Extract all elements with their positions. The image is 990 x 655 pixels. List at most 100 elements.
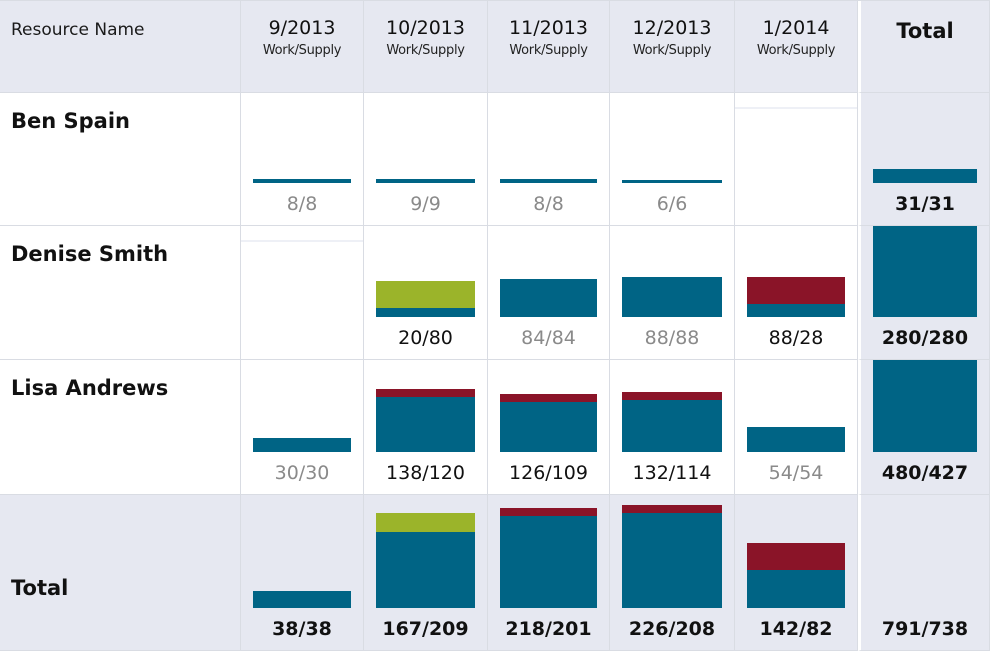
work-supply-value: 132/114 [632,462,712,484]
month-header-5[interactable]: 1/2014 Work/Supply [735,1,858,93]
work-supply-value: 9/9 [410,193,441,215]
allocation-cell[interactable] [735,93,858,226]
work-segment [622,180,722,183]
overallocation-segment [622,392,722,400]
allocation-cell[interactable]: 167/209 [364,495,488,651]
allocation-cell[interactable]: 30/30 [241,360,364,495]
allocation-cell[interactable]: 20/80 [364,226,488,360]
allocation-cell[interactable]: 138/120 [364,360,488,495]
allocation-cell[interactable]: 88/28 [735,226,858,360]
total-value: 280/280 [881,327,969,349]
allocation-cell[interactable]: 9/9 [364,93,488,226]
resource-row-header[interactable]: Lisa Andrews [0,360,241,495]
allocation-cell[interactable]: 142/82 [735,495,858,651]
month-header-1[interactable]: 9/2013 Work/Supply [241,1,364,93]
month-label: 10/2013 [386,17,465,39]
allocation-bar[interactable] [376,281,475,317]
work-supply-value: 54/54 [768,462,824,484]
overallocation-segment [500,394,597,402]
allocation-bar[interactable] [622,392,722,452]
allocation-bar[interactable] [622,180,722,183]
work-segment [873,226,977,317]
allocation-cell[interactable]: 38/38 [241,495,364,651]
work-segment [500,279,597,317]
allocation-cell[interactable]: 226/208 [610,495,735,651]
work-supply-value: 6/6 [656,193,688,215]
work-segment [253,438,351,452]
month-label: 1/2014 [762,17,830,39]
total-header[interactable]: Total [858,1,990,93]
month-label: 11/2013 [509,17,588,39]
row-total-cell[interactable]: 31/31 [858,93,990,226]
work-supply-value: 142/82 [759,618,833,640]
row-total-cell[interactable]: 480/427 [858,360,990,495]
resource-name: Ben Spain [11,109,130,133]
allocation-bar[interactable] [500,279,597,317]
allocation-bar[interactable] [622,505,722,608]
month-label: 9/2013 [268,17,336,39]
allocation-bar[interactable] [500,394,597,452]
work-supply-value: 84/84 [521,327,576,349]
work-segment [747,304,845,317]
allocation-cell[interactable]: 54/54 [735,360,858,495]
allocation-bar[interactable] [747,427,845,452]
resource-name-header[interactable]: Resource Name [0,1,241,93]
work-supply-value: 126/109 [509,462,588,484]
allocation-bar[interactable] [500,508,597,608]
month-header-4[interactable]: 12/2013 Work/Supply [610,1,735,93]
work-supply-value: 226/208 [628,618,716,640]
resource-name-header-label: Resource Name [11,20,145,40]
month-header-2[interactable]: 10/2013 Work/Supply [364,1,488,93]
allocation-bar[interactable] [622,277,722,317]
work-segment [622,513,722,608]
grand-total-cell[interactable]: 791/738 [858,495,990,651]
month-sublabel: Work/Supply [632,43,712,58]
allocation-bar[interactable] [873,226,977,317]
work-segment [500,516,597,608]
allocation-bar[interactable] [376,389,475,452]
allocation-bar[interactable] [747,543,845,608]
allocation-bar[interactable] [873,360,977,452]
work-supply-value: 20/80 [398,327,453,349]
resource-name: Lisa Andrews [11,376,169,400]
resource-row-header[interactable]: Ben Spain [0,93,241,226]
allocation-cell[interactable] [241,226,364,360]
total-row-label: Total [11,576,69,600]
total-header-label: Total [896,19,954,43]
allocation-cell[interactable]: 8/8 [241,93,364,226]
allocation-cell[interactable]: 126/109 [488,360,610,495]
allocation-bar[interactable] [253,591,351,608]
work-supply-value: 38/38 [272,618,332,640]
allocation-cell[interactable]: 132/114 [610,360,735,495]
total-row-header[interactable]: Total [0,495,241,651]
work-supply-value: 30/30 [274,462,330,484]
overallocation-segment [747,277,845,304]
work-segment [253,591,351,608]
resource-row-header[interactable]: Denise Smith [0,226,241,360]
allocation-bar[interactable] [376,513,475,608]
allocation-bar[interactable] [376,179,475,183]
allocation-bar[interactable] [873,169,977,183]
allocation-bar[interactable] [253,179,351,183]
row-total-cell[interactable]: 280/280 [858,226,990,360]
allocation-cell[interactable]: 218/201 [488,495,610,651]
allocation-cell[interactable]: 8/8 [488,93,610,226]
allocation-bar[interactable] [747,277,845,317]
allocation-cell[interactable]: 84/84 [488,226,610,360]
work-segment [747,570,845,608]
work-segment [376,179,475,183]
month-header-3[interactable]: 11/2013 Work/Supply [488,1,610,93]
allocation-cell[interactable]: 6/6 [610,93,735,226]
allocation-bar[interactable] [500,179,597,183]
work-supply-value: 218/201 [505,618,592,640]
work-segment [376,532,475,608]
work-supply-value: 88/28 [768,327,824,349]
total-value: 480/427 [881,462,969,484]
allocation-bar[interactable] [253,438,351,452]
work-segment [500,402,597,452]
allocation-cell[interactable]: 88/88 [610,226,735,360]
work-supply-value: 88/88 [644,327,700,349]
month-sublabel: Work/Supply [509,43,588,58]
overallocation-segment [622,505,722,513]
